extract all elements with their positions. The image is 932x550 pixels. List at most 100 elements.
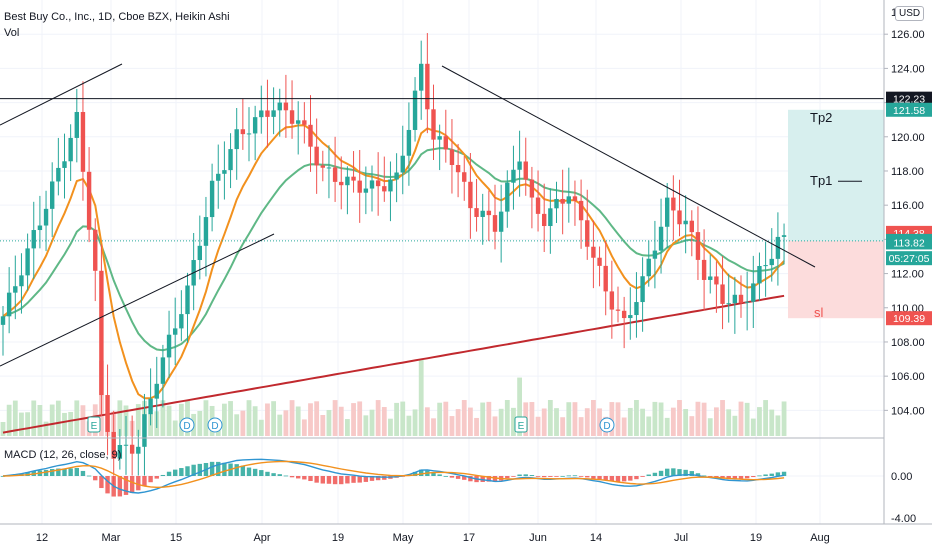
candle-body [228,149,233,171]
candle-body [449,149,455,165]
volume-bar [12,400,18,436]
macd-histogram-bar [517,474,522,476]
price-tick-label: 106.00 [891,371,925,383]
volume-bars [0,360,787,436]
macd-histogram-bar [234,464,239,476]
volume-bar [670,407,676,436]
candle-body [517,161,522,170]
volume-bar [486,401,492,436]
macd-histogram-bar [50,469,55,476]
volume-bar [732,415,738,436]
stop-loss-zone [788,240,884,319]
marker-label: E [91,421,98,432]
macd-histogram-bar [363,476,369,482]
candle-body [431,109,436,140]
candle-body [425,63,430,110]
volume-bar [461,400,467,436]
macd-histogram-bar [56,468,61,476]
macd-histogram-bar [591,476,596,479]
macd-histogram-bar [677,469,682,476]
volume-bar [43,421,49,436]
candle-body [105,395,110,432]
price-tick-label: 116.00 [891,200,924,212]
volume-bar [394,402,399,436]
candle-body [142,414,147,447]
candle-body [757,266,762,284]
volume-bar [31,400,37,436]
macd-histogram-bar [154,476,159,479]
price-tick-label: 112.00 [891,269,924,281]
macd-histogram-bar [437,474,442,476]
candle-body [609,291,615,310]
volume-bar [406,415,412,436]
macd-histogram-bar [443,475,448,477]
candle-body [148,398,153,415]
candle-body [677,210,682,225]
macd-histogram-bar [173,469,178,476]
volume-bar [572,402,578,436]
candle-body [455,164,461,173]
candle-body [166,334,172,358]
volume-bar [781,401,787,436]
volume-bar [265,403,270,436]
macd-histogram-bar [646,474,651,476]
volume-bar [166,405,172,436]
time-tick-label: Aug [810,532,830,544]
candle-body [394,172,399,180]
candle-body [375,180,381,187]
volume-bar [646,416,652,436]
volume-bar [498,408,504,436]
candle-body [665,197,670,227]
macd-histogram-bar [775,472,781,476]
macd-histogram-bar [283,475,289,477]
volume-bar [664,417,670,436]
candle-body [621,310,627,319]
macd-histogram-bar [634,476,639,480]
volume-bar [289,400,295,436]
volume-bar [117,400,123,436]
candle-body [437,136,442,140]
volume-bar [332,400,338,436]
candle-body [646,258,651,277]
candle-body [363,188,369,193]
price-badge-label: 122.23 [893,94,925,106]
volume-bar [357,401,363,436]
volume-bar [6,404,12,436]
macd-histogram-bar [628,476,633,481]
earnings-marker: D [207,417,223,433]
candle-body [93,229,98,271]
earnings-marker: E [87,416,101,433]
macd-histogram-bar [640,476,645,477]
macd-histogram-bar [271,473,276,476]
time-tick-label: 14 [590,532,602,544]
candle-body [769,258,774,266]
time-tick-label: 19 [750,532,762,544]
macd-tick-label: -4.00 [891,513,916,525]
candle-body [671,197,676,211]
macd-histogram-bar [326,476,332,484]
trend-lines[interactable] [0,63,884,367]
sma-long-line [2,294,785,434]
price-badge [886,311,932,326]
candle-body [634,302,639,316]
annotation-label: Tp1 [810,173,832,188]
volume-bar [455,409,461,436]
macd-histogram-bar [93,476,98,481]
macd-histogram-bar [68,468,73,476]
volume-bar [412,409,418,436]
currency-button[interactable]: USD [895,6,925,21]
candle-body [216,173,221,181]
volume-bar [449,416,455,436]
candle-body [308,124,313,147]
candle-body [252,117,258,134]
macd-histogram-bar [548,476,553,477]
volume-bar [701,402,707,436]
time-tick-label: 15 [170,532,182,544]
candle-body [302,120,307,125]
marker-label: D [211,421,218,432]
marker-label: D [603,421,610,432]
candle-body [123,444,129,446]
candle-body [277,102,282,111]
